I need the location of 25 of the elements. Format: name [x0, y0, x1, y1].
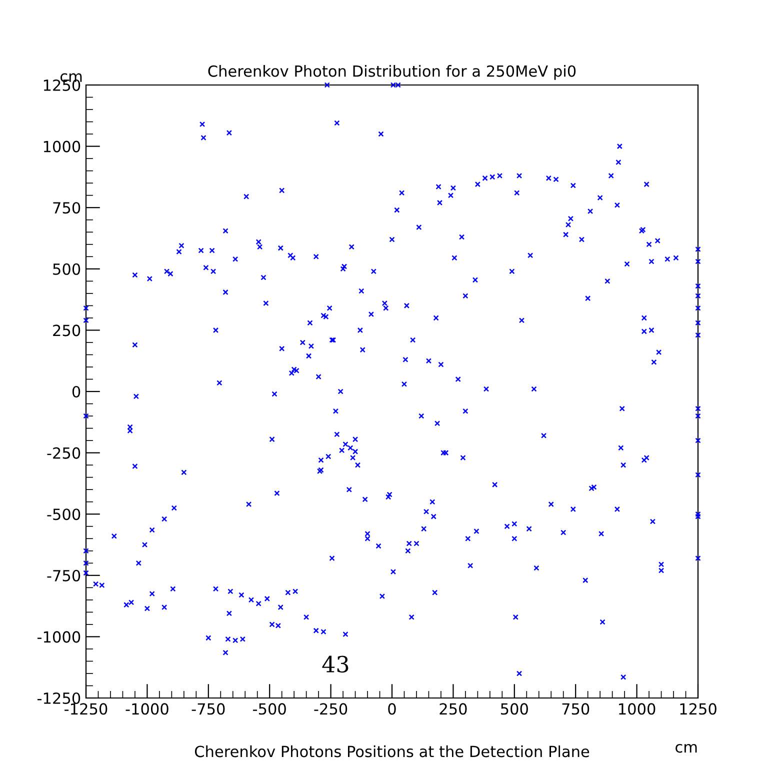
y-tick-label: -750: [47, 570, 80, 582]
x-tick-label: -500: [253, 703, 286, 715]
y-tick-label: -1250: [37, 692, 80, 704]
x-tick-label: 750: [562, 703, 590, 715]
y-tick-label: -500: [47, 508, 80, 520]
y-tick-label: 1000: [44, 140, 80, 152]
y-tick-label: 0: [72, 386, 80, 398]
x-tick-label: -1000: [126, 703, 168, 715]
x-tick-label: -1250: [64, 703, 108, 715]
x-tick-label: 250: [440, 703, 467, 715]
x-tick-label: 1250: [680, 703, 716, 715]
text: cm: [676, 744, 697, 753]
y-tick-label: 500: [53, 263, 80, 275]
x-tick-label: 0: [388, 703, 396, 715]
y-tick-label: -250: [47, 447, 80, 459]
y-tick-label: -1000: [37, 631, 80, 643]
y-tick-label: 750: [53, 202, 80, 214]
x-tick-label: -750: [192, 703, 225, 715]
annotation: 43: [322, 656, 348, 673]
x-tick-label: -250: [314, 703, 348, 715]
y-tick-label: 250: [53, 324, 80, 336]
x-axis-title: Cherenkov Photons Positions at the Detection Plane: [194, 745, 590, 758]
x-tick-label: 1000: [619, 703, 656, 715]
chart-title: Cherenkov Photon Distribution for a 250MeV pi0: [208, 65, 576, 80]
x-tick-label: 500: [501, 703, 528, 715]
